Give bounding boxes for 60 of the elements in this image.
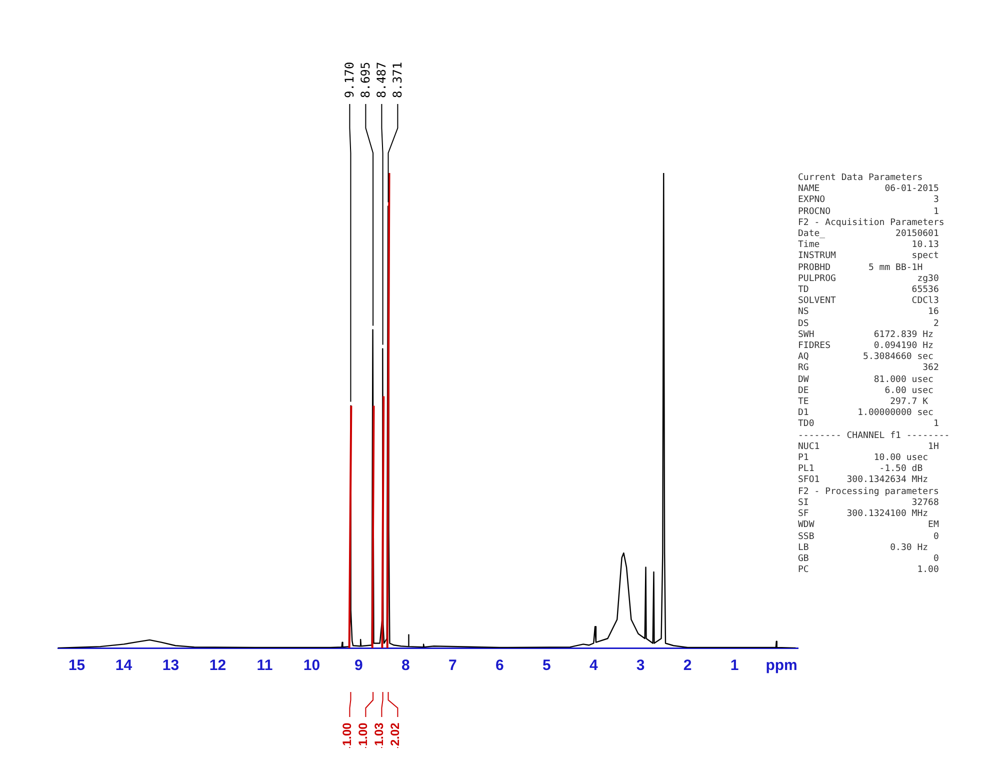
x-tick-label: 9 — [354, 657, 363, 674]
annotation: DE 6.00 usec — [798, 386, 934, 397]
annotation: P1 10.00 usec — [798, 453, 930, 464]
annotation: 2.02 — [388, 722, 402, 746]
annotation: PC 1.00 — [798, 565, 940, 576]
annotation: 9.170 — [342, 62, 357, 98]
x-tick-label: 10 — [303, 657, 320, 674]
x-tick-label: 12 — [209, 657, 226, 674]
annotation: SSB 0 — [798, 532, 940, 543]
x-tick-label: 8 — [402, 657, 410, 674]
annotation: AQ 5.3084660 sec — [798, 352, 934, 363]
annotation: Current Data Parameters — [798, 173, 924, 184]
annotation: 8.371 — [390, 62, 405, 98]
annotation: SF 300.1324100 MHz — [798, 509, 930, 520]
x-tick-label: 1 — [730, 657, 739, 674]
annotation: LB 0.30 Hz — [798, 542, 930, 554]
annotation: WDW EM — [798, 520, 940, 532]
annotation: PULPROG zg30 — [798, 274, 940, 285]
annotation: FIDRES 0.094190 Hz — [798, 341, 934, 352]
annotation: 1.00 — [356, 722, 370, 746]
annotation: NAME 06-01-2015 — [798, 184, 940, 195]
annotation: DS 2 — [798, 318, 940, 330]
annotation: SFO1 300.1342634 MHz — [798, 475, 930, 487]
annotation: D1 1.00000000 sec — [798, 408, 934, 419]
annotation: TD0 1 — [798, 419, 940, 431]
annotation: PROCNO 1 — [798, 206, 940, 218]
annotation: -------- CHANNEL f1 -------- — [798, 430, 950, 442]
annotation: TD 65536 — [798, 285, 940, 296]
annotation: PL1 -1.50 dB — [798, 464, 924, 475]
annotation: Date_ 20150601 — [798, 229, 940, 240]
x-tick-label: ppm — [766, 657, 798, 674]
annotation: SWH 6172.839 Hz — [798, 330, 934, 341]
x-tick-label: 15 — [68, 657, 86, 674]
annotation: Time 10.13 — [798, 240, 940, 251]
annotation: NS 16 — [798, 307, 940, 319]
annotation: DW 81.000 usec — [798, 374, 934, 386]
annotation: PROBHD 5 mm BB-1H — [798, 262, 924, 274]
annotation: EXPNO 3 — [798, 195, 940, 207]
x-tick-label: 4 — [589, 657, 598, 674]
x-tick-label: 2 — [683, 657, 692, 674]
x-tick-label: 6 — [495, 657, 504, 674]
annotation: 1.03 — [372, 722, 386, 746]
annotation: INSTRUM spect — [798, 251, 940, 263]
x-tick-label: 14 — [115, 657, 133, 674]
annotation: F2 - Processing parameters — [798, 486, 940, 498]
annotation: TE 297.7 K — [798, 397, 930, 408]
x-tick-label: 11 — [256, 657, 273, 674]
x-tick-label: 13 — [162, 657, 180, 674]
annotation: F2 - Acquisition Parameters — [798, 218, 946, 229]
annotation: RG 362 — [798, 363, 940, 375]
x-tick-label: 3 — [636, 657, 645, 674]
annotation: SOLVENT CDCl3 — [798, 296, 940, 307]
annotation: 8.487 — [374, 62, 389, 98]
annotation: SI 32768 — [798, 498, 940, 509]
x-tick-label: 7 — [448, 657, 457, 674]
annotation: NUC1 1H — [798, 442, 940, 453]
annotation: GB 0 — [798, 554, 940, 565]
annotation: 1.00 — [340, 722, 354, 746]
x-tick-label: 5 — [542, 657, 551, 674]
annotation: 8.695 — [358, 62, 373, 98]
